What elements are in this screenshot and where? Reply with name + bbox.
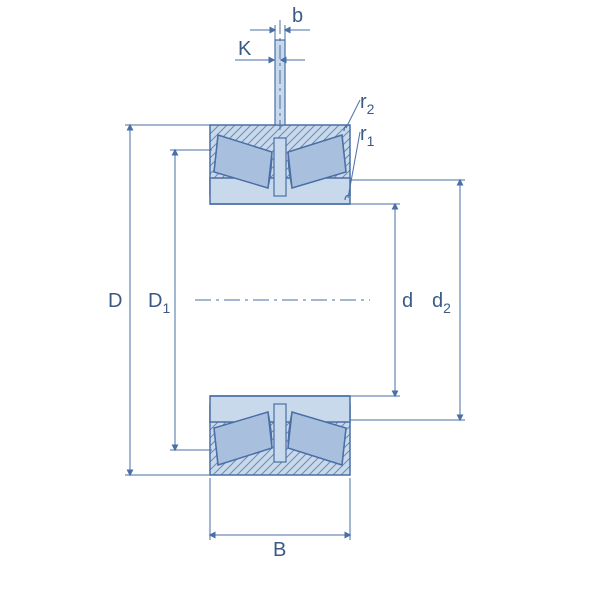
bottom-half <box>210 396 350 475</box>
label-b: b <box>292 5 303 27</box>
top-half <box>210 125 350 204</box>
label-r1: r1 <box>360 123 375 149</box>
label-r2: r2 <box>360 91 375 117</box>
bearing-cross-section-diagram: D D1 d d2 B b K r2 r1 <box>0 0 600 600</box>
label-D: D <box>108 290 122 312</box>
label-K: K <box>238 38 252 60</box>
label-d2: d2 <box>432 290 451 316</box>
top-stub <box>275 20 285 130</box>
label-d: d <box>402 290 413 312</box>
label-D1: D1 <box>148 290 170 316</box>
label-B: B <box>273 539 286 561</box>
